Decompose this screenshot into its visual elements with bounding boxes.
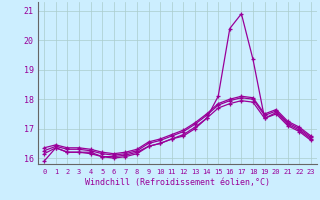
X-axis label: Windchill (Refroidissement éolien,°C): Windchill (Refroidissement éolien,°C) — [85, 178, 270, 187]
